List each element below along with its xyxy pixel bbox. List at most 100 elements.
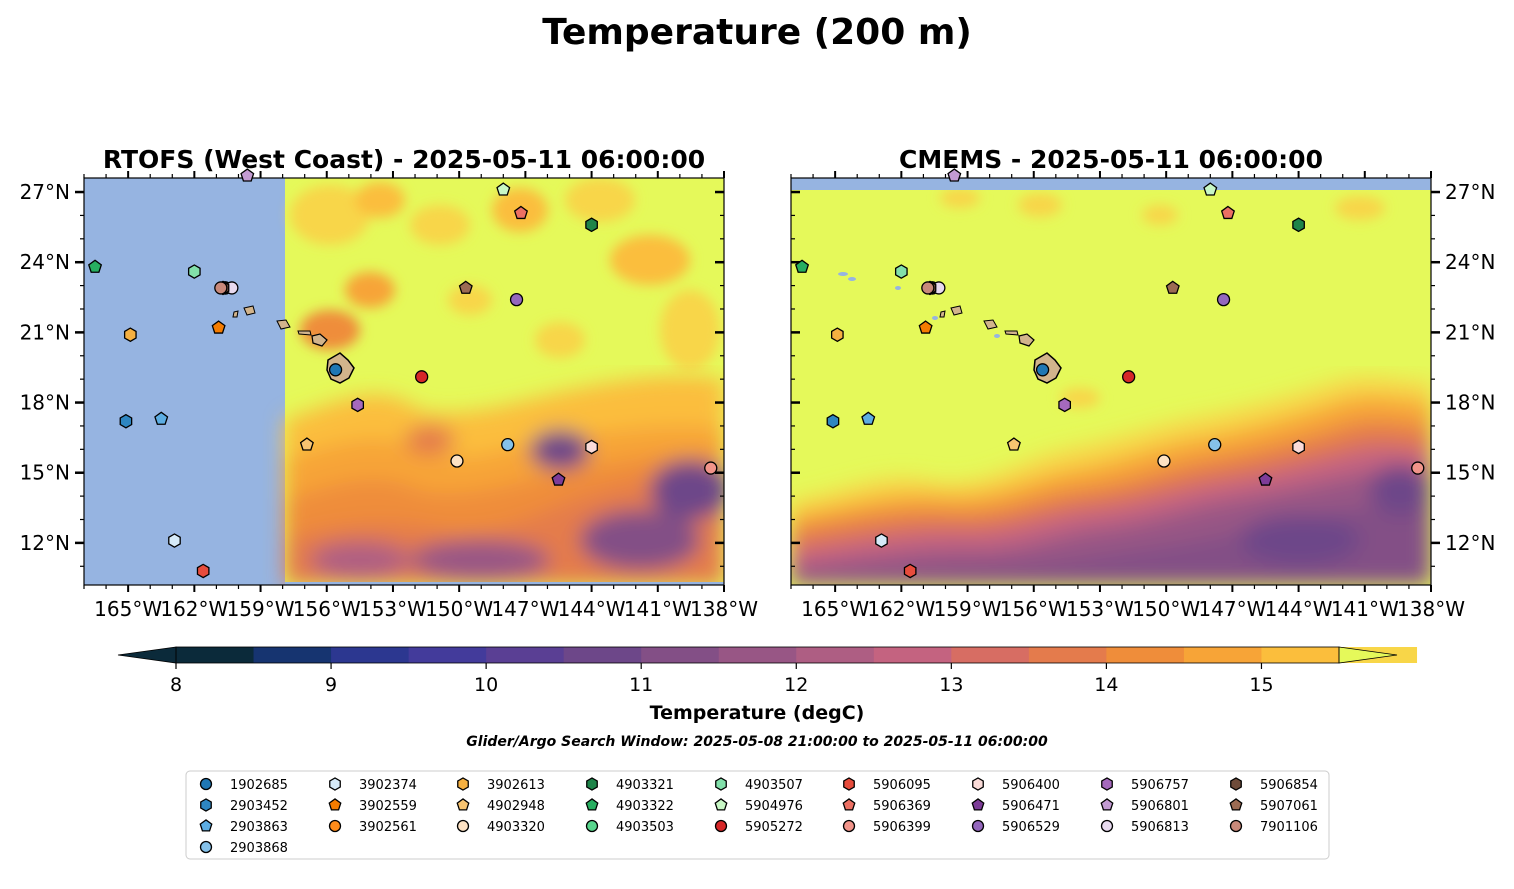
rtofs-y-tick-label-24-n: 24°N — [20, 250, 70, 274]
legend-label-4903507: 4903507 — [745, 778, 803, 793]
legend-label-3902613: 3902613 — [487, 778, 545, 793]
island-kauai-left — [243, 305, 256, 316]
cmems-platform-5906529 — [1216, 292, 1231, 307]
legend-item-3902559: 3902559 — [328, 798, 417, 814]
colorbar-tick-label-14: 14 — [1094, 674, 1118, 696]
rtofs-map-frame — [83, 177, 725, 586]
island-maui-left — [311, 333, 328, 347]
cmems-x-tick-label-150-w: 150°W — [1132, 597, 1200, 621]
legend-marker-3902561 — [328, 819, 342, 833]
rtofs-platform-5906471 — [551, 472, 566, 486]
legend-item-3902374: 3902374 — [329, 777, 417, 793]
colorbar-band-2 — [331, 647, 410, 663]
cmems-y-tick-label-27-n: 27°N — [1445, 180, 1495, 204]
colorbar-band-1 — [253, 647, 332, 663]
legend-marker-1902685 — [199, 777, 213, 791]
rtofs-platform-1902685 — [328, 363, 343, 377]
cmems-platform-5906095 — [903, 563, 917, 579]
colorbar-tick-label-12: 12 — [784, 674, 808, 696]
rtofs-x-tick-label-156-w: 156°W — [293, 597, 361, 621]
cmems-platform-5906757 — [1058, 397, 1072, 413]
rtofs-platform-5906095 — [196, 563, 210, 579]
cmems-x-tick-label-165-w: 165°W — [801, 597, 869, 621]
legend-item-5906471: 5906471 — [971, 798, 1060, 814]
legend-item-5906529: 5906529 — [971, 819, 1060, 835]
colorbar-band-6 — [641, 647, 720, 663]
cmems-temperature-field — [791, 178, 1431, 585]
cmems-upper-eddies — [940, 188, 1385, 408]
legend-label-2903452: 2903452 — [230, 799, 288, 814]
legend-item-5906813: 5906813 — [1100, 819, 1189, 835]
legend-item-5905272: 5905272 — [714, 819, 803, 835]
cmems-platform-3902613 — [830, 327, 844, 343]
legend-item-4903320: 4903320 — [456, 819, 545, 835]
rtofs-platform-5906400 — [585, 439, 598, 455]
rtofs-temperature-field — [84, 178, 724, 585]
legend-label-2903863: 2903863 — [230, 820, 288, 835]
legend-label-4903321: 4903321 — [616, 778, 674, 793]
colorbar-band-13 — [1183, 647, 1262, 663]
rtofs-platform-5906801 — [240, 168, 255, 182]
rtofs-platform-5907061 — [458, 280, 473, 294]
cmems-platform-5906471 — [1258, 472, 1273, 486]
legend-marker-5907061 — [1229, 798, 1243, 811]
cmems-y-tick-label-12-n: 12°N — [1445, 531, 1495, 555]
legend-marker-5906095 — [843, 777, 855, 791]
cmems-axis-ticks: 165°W162°W159°W156°W153°W150°W147°W144°W… — [790, 171, 1495, 621]
colorbar-band-5 — [563, 647, 642, 663]
rtofs-platform-5905272 — [415, 370, 429, 384]
cmems-x-tick-label-138-w: 138°W — [1397, 597, 1465, 621]
legend-marker-5906400 — [972, 777, 984, 791]
rtofs-platform-4902948 — [299, 437, 314, 451]
rtofs-platform-2903452 — [119, 413, 133, 429]
legend-marker-4903321 — [586, 777, 598, 791]
colorbar-band-9 — [873, 647, 952, 663]
rtofs-x-tick-label-165-w: 165°W — [94, 597, 162, 621]
cmems-y-tick-label-15-n: 15°N — [1445, 461, 1495, 485]
colorbar-extend-low — [117, 646, 177, 664]
cmems-y-tick-label-18-n: 18°N — [1445, 391, 1495, 415]
rtofs-platform-markers — [87, 168, 718, 579]
rtofs-bottom-edge — [285, 582, 724, 585]
legend-item-5906854: 5906854 — [1230, 777, 1318, 793]
island-niihau-left — [232, 310, 239, 318]
legend-marker-5906471 — [971, 798, 985, 811]
legend-marker-2903452 — [200, 798, 212, 812]
colorbar-band-0 — [176, 647, 255, 663]
rtofs-platform-7901106 — [214, 281, 228, 295]
colorbar-band-8 — [796, 647, 875, 663]
legend-marker-4903507 — [715, 777, 727, 791]
legend-marker-5904976 — [714, 798, 728, 811]
legend-item-5906095: 5906095 — [843, 777, 931, 793]
cmems-platform-5904976 — [1203, 182, 1218, 196]
legend-item-4903507: 4903507 — [715, 777, 803, 793]
legend-item-2903863: 2903863 — [199, 819, 288, 835]
legend-label-7901106: 7901106 — [1260, 820, 1318, 835]
colorbar: 8 9 10 11 12 13 14 15 — [117, 646, 1418, 696]
legend-label-5906529: 5906529 — [1002, 820, 1060, 835]
legend-marker-3902374 — [329, 777, 341, 791]
legend-item-5906400: 5906400 — [972, 777, 1060, 793]
cmems-panel-title: CMEMS - 2025-05-11 06:00:00 — [899, 145, 1323, 174]
rtofs-panel-title: RTOFS (West Coast) - 2025-05-11 06:00:00 — [103, 145, 705, 174]
cmems-platform-2903863 — [861, 411, 876, 425]
legend-item-4903322: 4903322 — [585, 798, 674, 814]
rtofs-platform-5904976 — [496, 182, 511, 196]
rtofs-platform-3902374 — [168, 533, 181, 548]
legend-label-5906757: 5906757 — [1131, 778, 1189, 793]
cmems-platform-7901106 — [921, 281, 935, 295]
legend-marker-5906854 — [1230, 777, 1242, 791]
cmems-y-tick-label-24-n: 24°N — [1445, 250, 1495, 274]
rtofs-platform-4903322 — [87, 259, 103, 273]
legend-item-2903868: 2903868 — [199, 840, 288, 856]
rtofs-axis-ticks: 165°W162°W159°W156°W153°W150°W147°W144°W… — [20, 171, 758, 621]
rtofs-y-tick-label-21-n: 21°N — [20, 320, 70, 344]
cmems-map-panel: CMEMS - 2025-05-11 06:00:00 — [790, 145, 1495, 621]
colorbar-outline — [175, 646, 1340, 664]
legend-label-1902685: 1902685 — [230, 778, 288, 793]
cmems-nodata-band — [791, 178, 1431, 190]
legend-item-3902613: 3902613 — [457, 777, 545, 793]
cmems-platform-5906399 — [1411, 461, 1425, 475]
cmems-platform-2903868 — [1208, 438, 1222, 452]
legend-item-5906757: 5906757 — [1101, 777, 1189, 793]
